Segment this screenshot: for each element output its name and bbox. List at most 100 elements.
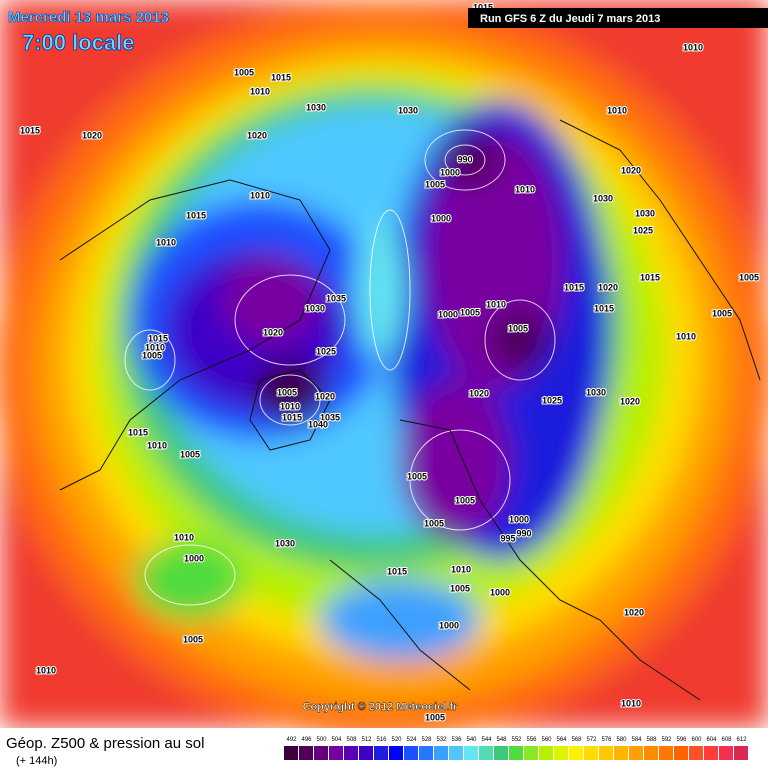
date: Mercredi 13 mars 2013: [8, 9, 169, 26]
legend-swatch: [329, 746, 343, 760]
pressure-label: 1015: [128, 427, 148, 437]
legend-value: 532: [436, 737, 447, 743]
legend-value: 564: [556, 737, 567, 743]
pressure-label: 1030: [398, 105, 418, 115]
legend-swatch: [644, 746, 658, 760]
legend-value: 580: [616, 737, 627, 743]
pressure-label: 1020: [263, 327, 283, 337]
pressure-label: 1005: [712, 308, 732, 318]
legend-value: 588: [646, 737, 657, 743]
legend-swatch: [719, 746, 733, 760]
legend-value: 556: [526, 737, 537, 743]
pressure-label: 1010: [607, 105, 627, 115]
pressure-label: 1015: [271, 72, 291, 82]
pressure-label: 1035: [320, 412, 340, 422]
pressure-label: 1000: [509, 514, 529, 524]
pressure-label: 1020: [247, 130, 267, 140]
pressure-label: 1010: [676, 331, 696, 341]
pressure-label: 990: [516, 528, 531, 538]
pressure-label: 1020: [315, 391, 335, 401]
geopotential-field: [0, 0, 768, 740]
legend-value: 492: [286, 737, 297, 743]
pressure-label: 1010: [451, 564, 471, 574]
legend-swatch: [359, 746, 373, 760]
pressure-label: 1030: [306, 102, 326, 112]
legend-swatch: [299, 746, 313, 760]
copyright: Copyright © 2012 Meteociel.fr: [303, 701, 459, 713]
pressure-label: 1005: [183, 634, 203, 644]
pressure-label: 1000: [184, 553, 204, 563]
legend-swatch: [404, 746, 418, 760]
pressure-label: 1020: [598, 282, 618, 292]
pressure-label: 1015: [640, 272, 660, 282]
pressure-label: 1015: [20, 125, 40, 135]
legend-value: 552: [511, 737, 522, 743]
legend-swatch: [704, 746, 718, 760]
pressure-label: 1005: [234, 67, 254, 77]
pressure-label: 1015: [387, 566, 407, 576]
legend-value: 528: [421, 737, 432, 743]
legend-value: 604: [706, 737, 717, 743]
legend-swatch: [629, 746, 643, 760]
time: 7:00 locale: [22, 30, 135, 55]
legend-value: 520: [391, 737, 402, 743]
pressure-label: 1005: [425, 712, 445, 722]
pressure-label: 1015: [594, 303, 614, 313]
pressure-label: 1010: [621, 698, 641, 708]
pressure-label: 1015: [282, 412, 302, 422]
legend-swatch: [374, 746, 388, 760]
pressure-label: 1020: [620, 396, 640, 406]
pressure-label: 1030: [305, 303, 325, 313]
pressure-label: 1010: [147, 440, 167, 450]
pressure-label: 1000: [440, 167, 460, 177]
legend-swatch: [524, 746, 538, 760]
legend-swatch: [659, 746, 673, 760]
legend-swatch: [479, 746, 493, 760]
run-box: [468, 8, 768, 28]
legend-swatch: [509, 746, 523, 760]
pressure-label: 1030: [593, 193, 613, 203]
legend-swatch: [689, 746, 703, 760]
legend-swatch: [464, 746, 478, 760]
legend-swatch: [569, 746, 583, 760]
legend-swatch: [449, 746, 463, 760]
pressure-label: 1000: [439, 620, 459, 630]
legend-value: 496: [301, 737, 312, 743]
legend-value: 536: [451, 737, 462, 743]
pressure-label: 1020: [469, 388, 489, 398]
legend-swatch: [539, 746, 553, 760]
legend-swatch: [554, 746, 568, 760]
pressure-label: 1025: [316, 346, 336, 356]
legend-value: 596: [676, 737, 687, 743]
legend-value: 568: [571, 737, 582, 743]
pressure-label: 1040: [308, 419, 328, 429]
pressure-label: 995: [500, 533, 515, 543]
legend-value: 508: [346, 737, 357, 743]
pressure-label: 1005: [460, 307, 480, 317]
pressure-label: 1010: [145, 342, 165, 352]
legend-value: 516: [376, 737, 387, 743]
legend-value: 524: [406, 737, 417, 743]
legend-value: 592: [661, 737, 672, 743]
pressure-label: 1015: [148, 333, 168, 343]
pressure-label: 1020: [624, 607, 644, 617]
pressure-label: 1005: [425, 179, 445, 189]
legend-swatch: [314, 746, 328, 760]
pressure-label: 1030: [635, 208, 655, 218]
pressure-label: 1010: [250, 190, 270, 200]
pressure-label: 1005: [455, 495, 475, 505]
pressure-label: 1015: [564, 282, 584, 292]
pressure-label: 1010: [683, 42, 703, 52]
pressure-label: 1010: [486, 299, 506, 309]
pressure-label: 1005: [739, 272, 759, 282]
legend-swatch: [734, 746, 748, 760]
legend-value: 612: [736, 737, 747, 743]
pressure-label: 1005: [508, 323, 528, 333]
pressure-label: 1030: [586, 387, 606, 397]
legend-value: 584: [631, 737, 642, 743]
legend-swatch: [494, 746, 508, 760]
pressure-label: 1005: [424, 518, 444, 528]
legend-swatch: [599, 746, 613, 760]
footer-title: Géop. Z500 & pression au sol: [6, 735, 204, 752]
